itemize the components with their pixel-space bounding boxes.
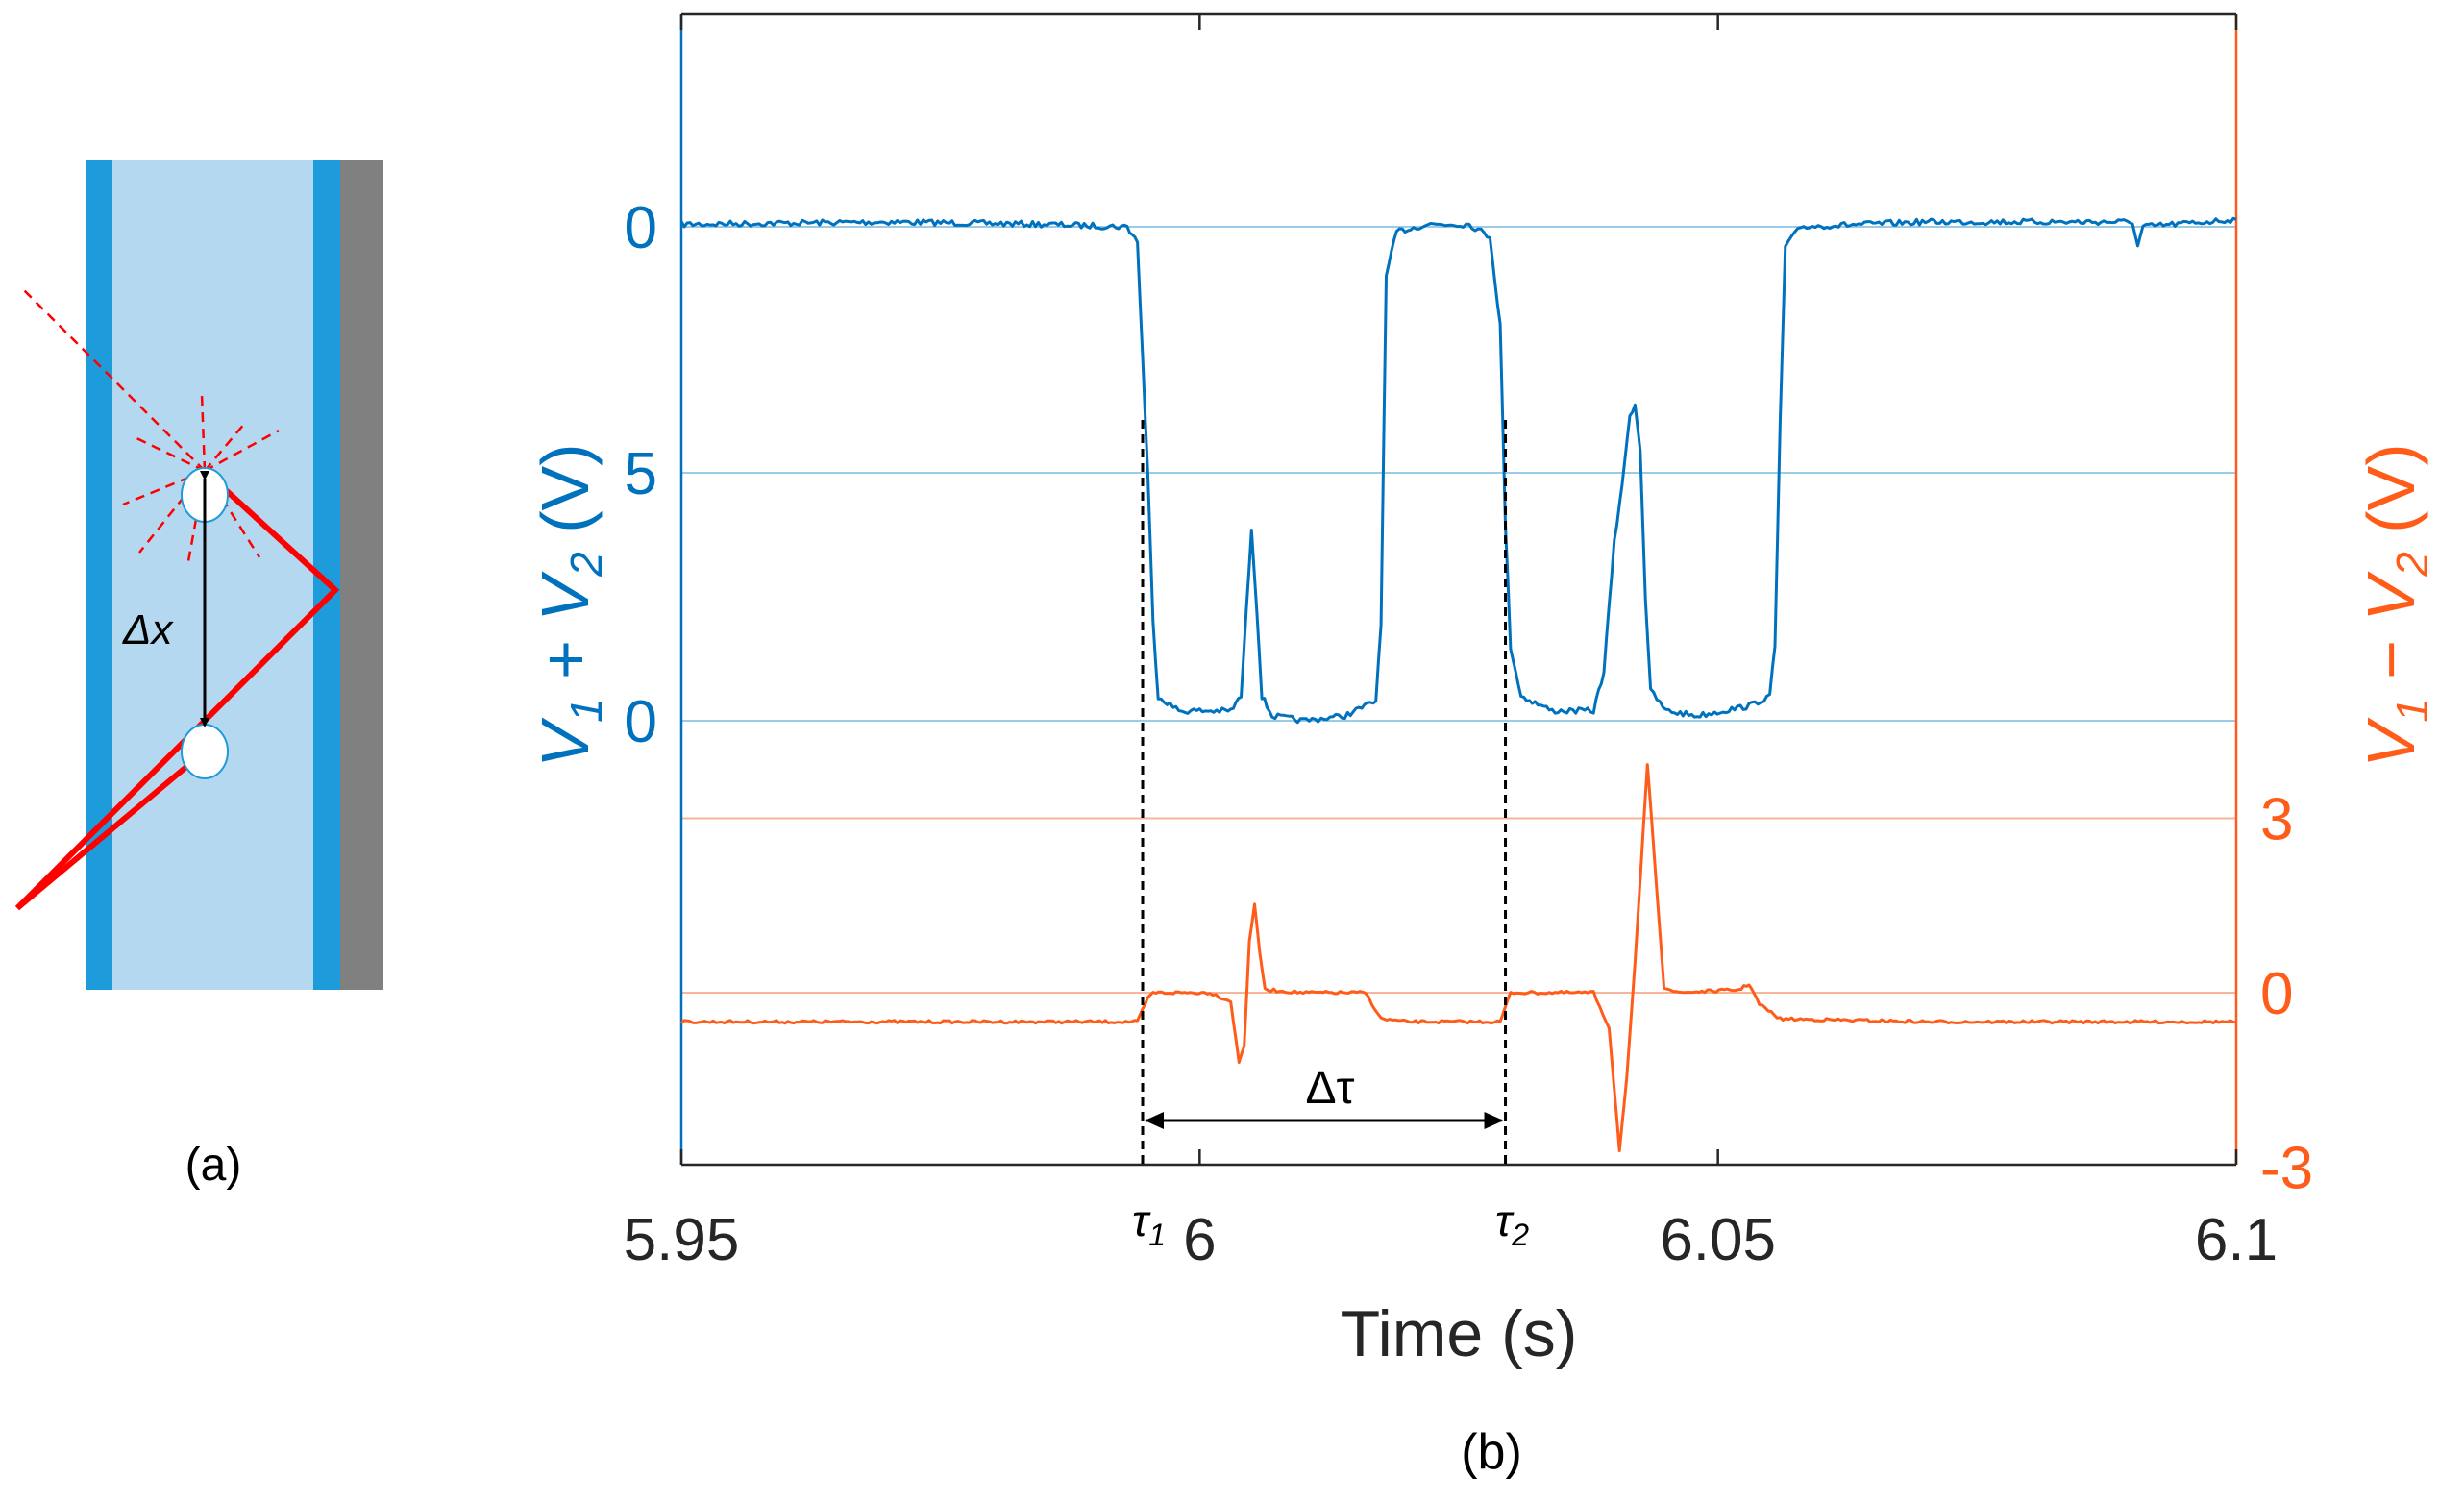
right-tick-label: 3 <box>2260 787 2293 853</box>
left-tick-label: 5 <box>625 441 657 507</box>
x-tick-label: 5.95 <box>624 1207 740 1273</box>
right-tick-label: -3 <box>2260 1136 2313 1202</box>
right-y-axis-label: V1 − V2 (V) <box>2353 443 2437 767</box>
time-markers <box>1141 420 1508 1165</box>
x-tick-label: 6.05 <box>1660 1207 1776 1273</box>
panel-b-chart: 5.95 6 6.05 6.1 0 5 0 -3 0 3 Time (s) V1 + V2 (V)… <box>528 12 2437 1480</box>
left-y-axis-label: V1 + V2 (V) <box>528 443 611 767</box>
series-sum-line <box>679 216 2237 725</box>
laser-beam-reflected <box>14 468 340 911</box>
x-axis-label: Time (s) <box>1341 1297 1578 1370</box>
series-difference-line <box>679 763 2237 1153</box>
delta-tau-arrowhead-right <box>1484 1112 1504 1129</box>
outer-wall <box>340 160 383 990</box>
tick-labels: 5.95 6 6.05 6.1 0 5 0 -3 0 3 <box>624 195 2313 1273</box>
panel-a-label: (a) <box>185 1140 242 1191</box>
pipe-interior <box>86 160 339 990</box>
grid-lines <box>681 226 2236 994</box>
delta-x-label: Δx <box>122 606 175 653</box>
delta-tau-label: Δτ <box>1305 1063 1354 1114</box>
x-tick-label: 6.1 <box>2195 1207 2278 1273</box>
left-tick-label: 0 <box>625 689 657 755</box>
plot-series <box>679 216 2237 1153</box>
bubble-icon <box>181 724 229 779</box>
axes <box>679 12 2238 1167</box>
laser-beam <box>15 749 207 911</box>
x-tick-label: 6 <box>1183 1207 1216 1273</box>
delta-tau-arrowhead-left <box>1145 1112 1165 1129</box>
panel-b-label: (b) <box>1461 1424 1522 1480</box>
tau1-label: τ1 <box>1132 1195 1166 1252</box>
pipe-left-wall <box>86 160 112 990</box>
left-tick-label: 0 <box>625 195 657 261</box>
right-tick-label: 0 <box>2260 961 2293 1027</box>
panel-a-schematic: Δx (a) <box>14 160 383 1191</box>
tau2-label: τ2 <box>1495 1195 1529 1252</box>
